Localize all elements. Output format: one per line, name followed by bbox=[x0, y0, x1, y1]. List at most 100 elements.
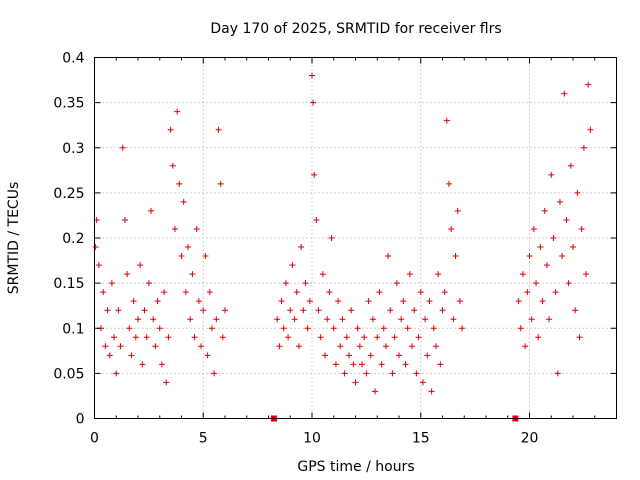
data-point bbox=[367, 352, 374, 359]
data-point bbox=[354, 325, 361, 332]
x-tick-label: 0 bbox=[90, 431, 99, 447]
data-point bbox=[293, 289, 300, 296]
data-point bbox=[565, 280, 572, 287]
data-point bbox=[572, 307, 579, 314]
data-point bbox=[219, 334, 226, 341]
y-tick-label: 0.25 bbox=[53, 186, 84, 202]
data-point bbox=[382, 343, 389, 350]
data-point bbox=[311, 171, 318, 178]
data-point bbox=[378, 361, 385, 368]
data-point bbox=[111, 334, 118, 341]
data-point bbox=[411, 307, 418, 314]
data-point bbox=[559, 253, 566, 260]
data-point bbox=[345, 352, 352, 359]
data-point bbox=[543, 262, 550, 269]
data-point bbox=[200, 307, 207, 314]
data-point bbox=[154, 298, 161, 305]
data-point bbox=[276, 343, 283, 350]
data-point bbox=[195, 298, 202, 305]
data-point bbox=[387, 307, 394, 314]
data-point bbox=[406, 271, 413, 278]
data-point bbox=[556, 198, 563, 205]
data-point bbox=[193, 225, 200, 232]
data-point bbox=[576, 334, 583, 341]
data-point bbox=[171, 225, 178, 232]
data-point bbox=[335, 298, 342, 305]
x-tick-label: 10 bbox=[303, 431, 321, 447]
data-point bbox=[402, 361, 409, 368]
data-point bbox=[541, 207, 548, 214]
data-point bbox=[356, 343, 363, 350]
data-point bbox=[352, 379, 359, 386]
data-point bbox=[537, 244, 544, 251]
data-point bbox=[108, 280, 115, 287]
data-point bbox=[400, 298, 407, 305]
data-point bbox=[583, 271, 590, 278]
data-point bbox=[213, 316, 220, 323]
data-point bbox=[526, 253, 533, 260]
data-point bbox=[121, 216, 128, 223]
x-tick-label: 20 bbox=[521, 431, 539, 447]
data-point bbox=[519, 271, 526, 278]
data-point bbox=[128, 352, 135, 359]
data-point bbox=[448, 225, 455, 232]
x-tick-label: 15 bbox=[412, 431, 430, 447]
data-point bbox=[398, 316, 405, 323]
y-tick-label: 0.2 bbox=[62, 231, 84, 247]
data-point bbox=[343, 334, 350, 341]
chart-title: Day 170 of 2025, SRMTID for receiver flr… bbox=[210, 21, 501, 37]
data-point bbox=[137, 262, 144, 269]
data-point bbox=[432, 343, 439, 350]
data-point bbox=[548, 171, 555, 178]
data-point bbox=[302, 280, 309, 287]
y-tick-label: 0 bbox=[76, 412, 85, 428]
data-point bbox=[119, 144, 126, 151]
data-point bbox=[106, 352, 113, 359]
data-point bbox=[211, 370, 218, 377]
data-point bbox=[441, 289, 448, 296]
data-point bbox=[169, 162, 176, 169]
x-axis-label: GPS time / hours bbox=[297, 459, 414, 475]
data-point bbox=[180, 198, 187, 205]
data-point bbox=[585, 81, 592, 88]
data-point bbox=[332, 361, 339, 368]
data-point bbox=[278, 298, 285, 305]
data-point bbox=[198, 343, 205, 350]
data-point bbox=[452, 253, 459, 260]
data-point bbox=[413, 370, 420, 377]
data-point bbox=[309, 72, 315, 79]
data-point bbox=[282, 280, 289, 287]
data-point bbox=[528, 316, 535, 323]
data-point bbox=[319, 271, 326, 278]
data-point bbox=[330, 325, 337, 332]
data-point bbox=[385, 253, 392, 260]
data-point bbox=[376, 289, 383, 296]
data-point bbox=[374, 334, 381, 341]
data-point bbox=[178, 253, 185, 260]
data-point bbox=[176, 180, 183, 187]
data-point bbox=[135, 316, 141, 323]
data-point bbox=[450, 316, 457, 323]
data-point bbox=[174, 108, 181, 115]
data-point bbox=[409, 343, 416, 350]
data-point bbox=[337, 343, 344, 350]
data-point bbox=[439, 307, 446, 314]
data-point bbox=[280, 325, 287, 332]
data-point bbox=[165, 334, 172, 341]
data-point bbox=[554, 370, 561, 377]
data-point bbox=[535, 334, 542, 341]
data-point bbox=[208, 325, 215, 332]
data-point bbox=[339, 316, 346, 323]
data-point bbox=[517, 325, 524, 332]
data-point bbox=[456, 298, 463, 305]
data-point bbox=[156, 325, 163, 332]
data-point bbox=[550, 235, 557, 241]
data-point bbox=[328, 235, 335, 241]
data-point bbox=[422, 316, 429, 323]
data-point bbox=[419, 379, 426, 386]
data-point bbox=[578, 225, 585, 232]
data-point bbox=[150, 316, 157, 323]
x-tick-label: 5 bbox=[199, 431, 208, 447]
data-point bbox=[522, 343, 529, 350]
